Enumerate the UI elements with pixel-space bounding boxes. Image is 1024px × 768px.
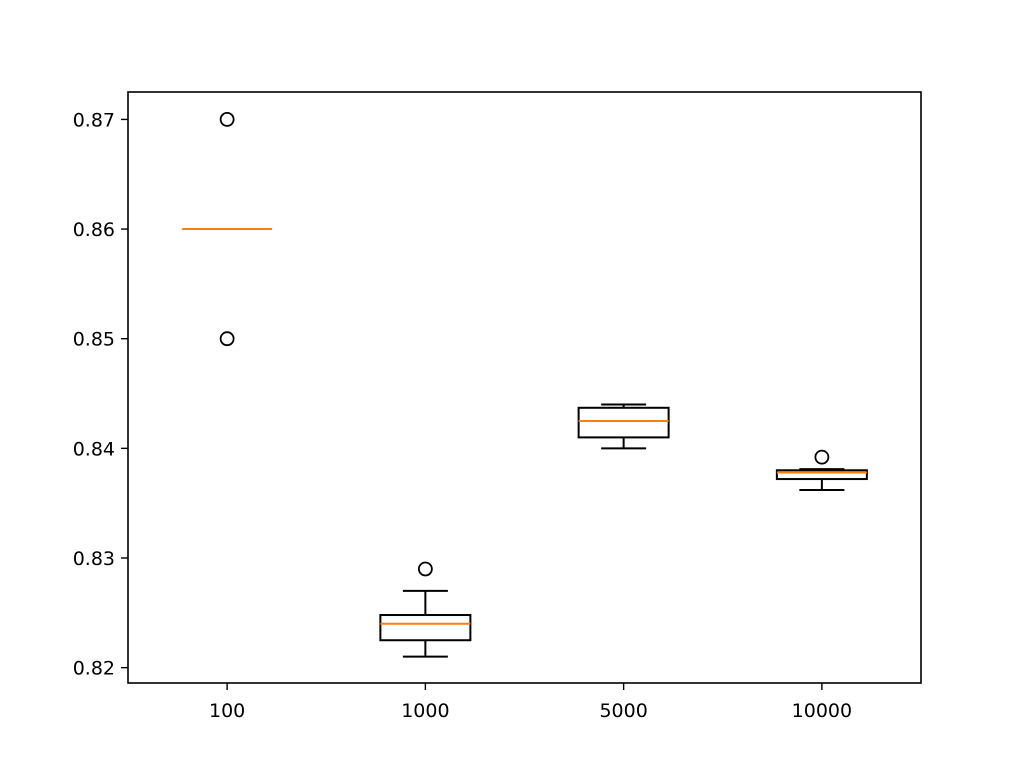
outlier-point <box>814 449 830 465</box>
x-tick-label: 10000 <box>792 700 852 722</box>
y-tick-label: 0.85 <box>73 329 115 351</box>
box-group-100 <box>182 112 273 347</box>
y-tick-label: 0.82 <box>73 658 115 680</box>
y-axis: 0.82 0.83 0.84 0.85 0.86 0.87 <box>73 109 128 680</box>
box-group-10000 <box>775 449 868 492</box>
box-iqr <box>379 614 472 642</box>
x-axis: 100 1000 5000 10000 <box>209 683 852 722</box>
x-tick-label: 1000 <box>401 700 449 722</box>
x-tick-label: 100 <box>209 700 245 722</box>
outlier-point <box>219 112 235 127</box>
y-tick-label: 0.83 <box>73 548 115 570</box>
y-tick-label: 0.86 <box>73 219 115 241</box>
box-group-5000 <box>577 403 670 450</box>
plot-area-frame <box>127 91 922 684</box>
plot-marks <box>182 112 868 658</box>
y-tick-label: 0.87 <box>73 109 115 131</box>
outlier-point <box>219 331 235 347</box>
y-tick-label: 0.84 <box>73 438 115 460</box>
box-group-1000 <box>379 561 472 658</box>
outlier-point <box>417 561 433 577</box>
box-iqr <box>577 406 670 439</box>
x-tick-label: 5000 <box>599 700 647 722</box>
